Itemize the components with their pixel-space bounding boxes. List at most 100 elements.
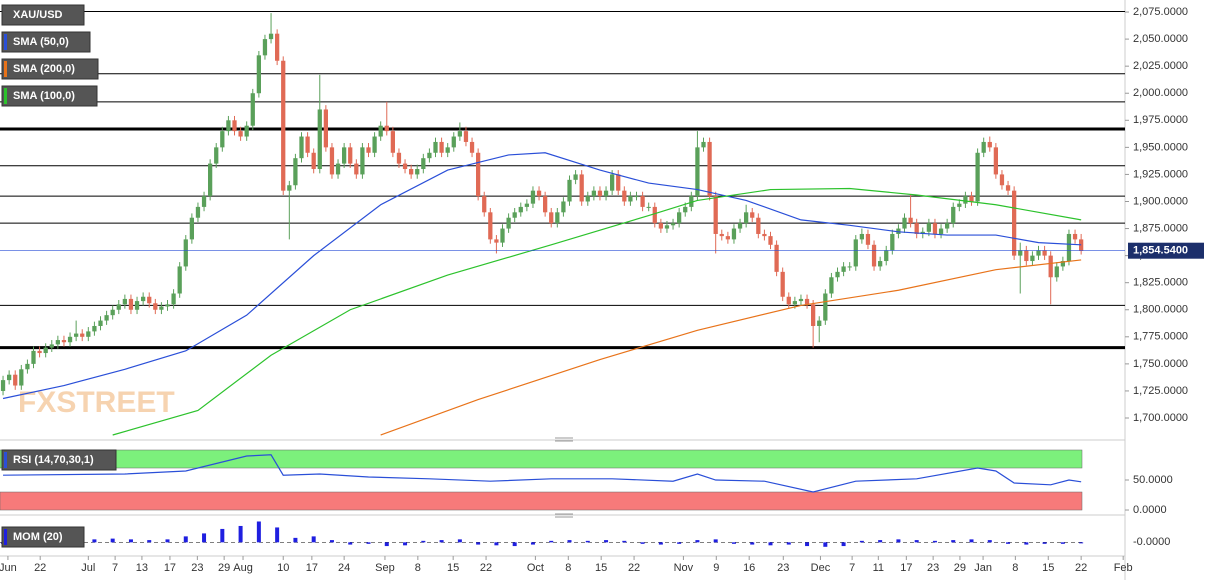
mom-bar xyxy=(530,542,535,545)
rsi-line xyxy=(3,454,1082,493)
candle-body xyxy=(555,212,560,224)
candle-body xyxy=(80,333,85,337)
candle-body xyxy=(719,233,724,237)
candle-body xyxy=(281,60,286,191)
candle-body xyxy=(750,212,755,218)
candle-body xyxy=(701,141,706,148)
mom-bar xyxy=(1079,542,1084,544)
candle-body xyxy=(530,190,536,204)
candle-body xyxy=(366,147,371,153)
x-tick-label: Jul xyxy=(81,562,95,574)
last-price-box xyxy=(1128,242,1204,259)
x-tick-label: 10 xyxy=(277,562,289,574)
mom-bar xyxy=(585,540,590,543)
mom-bar xyxy=(1042,542,1047,544)
mom-bar xyxy=(640,542,645,544)
candle-body xyxy=(811,304,816,326)
x-tick-label: 8 xyxy=(415,562,421,574)
candle-body xyxy=(153,303,158,310)
candle-body xyxy=(981,141,986,153)
candle-body xyxy=(19,369,24,386)
candle-body xyxy=(74,333,79,337)
mom-bar xyxy=(1060,542,1065,544)
candle-body xyxy=(104,315,109,321)
candle-body xyxy=(774,244,779,272)
y-tick-label: 0.0000 xyxy=(1133,504,1167,516)
x-tick-label: Dec xyxy=(811,562,831,574)
candle-body xyxy=(1012,190,1017,256)
mom-bar xyxy=(92,539,97,543)
legend-label: SMA (200,0) xyxy=(13,63,75,75)
mom-bar xyxy=(951,540,956,543)
x-tick-label: Nov xyxy=(674,562,694,574)
candle-body xyxy=(55,340,60,345)
candle-body xyxy=(195,206,201,218)
candle-body xyxy=(744,212,749,224)
legend-box xyxy=(1,85,98,107)
legend-label: RSI (14,70,30,1) xyxy=(13,454,94,466)
candle-body xyxy=(134,301,140,310)
x-tick-label: Sep xyxy=(375,562,395,574)
candle-body xyxy=(524,203,529,207)
candle-body xyxy=(951,206,956,224)
plot-bg xyxy=(0,0,1125,580)
sma-line xyxy=(112,187,1082,436)
candle-body xyxy=(695,147,700,197)
candle-body xyxy=(268,33,274,40)
candle-body xyxy=(147,296,152,304)
x-tick-label: 17 xyxy=(306,562,318,574)
legend-box xyxy=(1,526,85,548)
candle-body xyxy=(360,147,365,175)
x-tick-label: Jun xyxy=(0,562,17,574)
candle-body xyxy=(616,174,621,191)
candle-body xyxy=(250,93,255,126)
candle-body xyxy=(768,236,773,245)
candle-body xyxy=(244,125,249,137)
mom-bar xyxy=(713,539,718,543)
x-tick-label: 29 xyxy=(218,562,230,574)
rsi-band xyxy=(0,491,1083,511)
y-tick-label: 2,025.0000 xyxy=(1133,60,1188,72)
candle-body xyxy=(463,131,469,142)
candle-body xyxy=(1048,255,1053,278)
candle-body xyxy=(409,169,414,175)
candle-body xyxy=(1042,250,1047,256)
mom-bar xyxy=(439,540,444,543)
legend-swatch xyxy=(4,61,7,77)
legend-swatch xyxy=(4,34,7,50)
mom-bar xyxy=(494,542,499,546)
candle-body xyxy=(713,196,718,234)
candle-body xyxy=(670,223,676,226)
candle-body xyxy=(683,206,688,213)
candle-body xyxy=(932,223,938,234)
x-tick-label: 22 xyxy=(480,562,492,574)
x-tick-label: 23 xyxy=(777,562,789,574)
candle-body xyxy=(67,336,73,343)
mom-bar xyxy=(768,542,773,546)
candle-body xyxy=(835,271,840,278)
candle-body xyxy=(293,158,298,186)
candle-body xyxy=(969,196,974,202)
mom-bar xyxy=(549,540,554,543)
mom-bar xyxy=(110,538,115,543)
candle-body xyxy=(792,301,798,305)
y-tick-label: 2,000.0000 xyxy=(1133,87,1188,99)
candle-body xyxy=(384,125,389,132)
candle-body xyxy=(354,163,359,175)
candle-body xyxy=(177,266,182,294)
y-tick-label: 50.0000 xyxy=(1133,474,1173,486)
mom-bar xyxy=(220,528,225,543)
candle-body xyxy=(652,206,657,224)
candle-body xyxy=(98,320,103,326)
candle-body xyxy=(804,298,810,305)
y-tick-label: 1,750.0000 xyxy=(1133,358,1188,370)
candle-body xyxy=(214,147,219,164)
x-tick-label: 17 xyxy=(900,562,912,574)
mom-bar xyxy=(329,540,334,543)
candle-body xyxy=(1036,250,1041,256)
candle-body xyxy=(1079,239,1084,251)
mom-bar xyxy=(366,542,371,544)
candle-body xyxy=(323,109,328,148)
candle-body xyxy=(664,225,670,229)
